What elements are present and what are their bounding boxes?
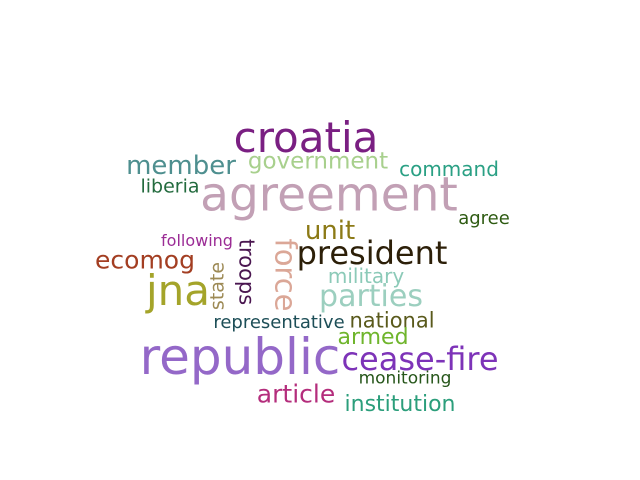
word-state: state [206, 261, 229, 311]
word-article: article [256, 379, 336, 409]
word-agreement: agreement [200, 167, 458, 223]
word-armed: armed [337, 325, 409, 350]
word-military: military [327, 264, 405, 288]
word-jna: jna [145, 266, 211, 315]
word-representative: representative [213, 312, 345, 333]
word-president: president [296, 234, 448, 272]
word-croatia: croatia [233, 113, 379, 162]
word-troops: troops [234, 238, 259, 306]
word-unit: unit [304, 216, 356, 246]
word-national: national [349, 308, 435, 333]
word-institution: institution [344, 392, 456, 417]
word-member: member [126, 151, 236, 181]
word-ecomog: ecomog [95, 245, 195, 275]
word-liberia: liberia [140, 175, 200, 198]
word-command: command [399, 157, 499, 181]
word-monitoring: monitoring [358, 368, 452, 389]
word-parties: parties [319, 279, 423, 314]
word-republic: republic [139, 328, 341, 386]
word-cease-fire: cease-fire [341, 340, 499, 378]
word-following: following [161, 231, 233, 250]
word-agree: agree [458, 208, 510, 229]
word-government: government [247, 148, 389, 175]
word-force: force [268, 238, 303, 312]
